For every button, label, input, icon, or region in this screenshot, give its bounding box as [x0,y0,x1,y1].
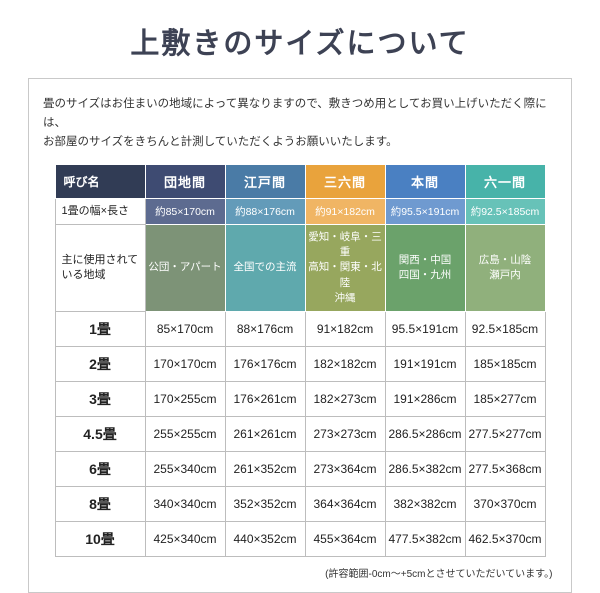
table-cell: 92.5×185cm [464,311,546,347]
region-row-label: 主に使用されている地域 [54,223,146,313]
size-row: 1畳の幅×長さ 約85×170cm 約88×176cm 約91×182cm 約9… [54,197,546,225]
column-header-honma: 本間 [384,163,466,199]
table-cell: 477.5×382cm [384,521,466,557]
table-cell: 185×277cm [464,381,546,417]
column-header-saburokuma: 三六間 [304,163,386,199]
region-cell: 全国での主流 [224,223,306,313]
header-row: 呼び名 団地間 江戸間 三六間 本間 六一間 [54,163,546,199]
table-cell: 255×255cm [144,416,226,452]
page-title: 上敷きのサイズについて [130,28,470,60]
table-cell: 455×364cm [304,521,386,557]
table-cell: 261×261cm [224,416,306,452]
table-cell: 185×185cm [464,346,546,382]
table-row: 1畳 85×170cm 88×176cm 91×182cm 95.5×191cm… [54,311,546,347]
table-row: 2畳 170×170cm 176×176cm 182×182cm 191×191… [54,346,546,382]
table-cell: 277.5×277cm [464,416,546,452]
table-cell: 382×382cm [384,486,466,522]
table-cell: 88×176cm [224,311,306,347]
region-cell: 愛知・岐阜・三重 高知・関東・北陸 沖縄 [304,223,386,313]
row-label: 4.5畳 [54,416,146,452]
table-cell: 286.5×286cm [384,416,466,452]
table-cell: 95.5×191cm [384,311,466,347]
table-cell: 462.5×370cm [464,521,546,557]
column-header-edoma: 江戸間 [224,163,306,199]
table-cell: 273×364cm [304,451,386,487]
row-label: 3畳 [54,381,146,417]
corner-header: 呼び名 [54,163,146,199]
table-cell: 170×255cm [144,381,226,417]
size-cell: 約91×182cm [304,197,386,225]
column-header-danchima: 団地間 [144,163,226,199]
region-cell: 公団・アパート [144,223,226,313]
table-cell: 176×261cm [224,381,306,417]
size-cell: 約95.5×191cm [384,197,466,225]
region-cell: 関西・中国 四国・九州 [384,223,466,313]
table-cell: 255×340cm [144,451,226,487]
intro-text: 畳のサイズはお住まいの地域によって異なりますので、敷きつめ用としてお買い上げいた… [43,98,547,148]
column-header-rokuichima: 六一間 [464,163,546,199]
table-row: 8畳 340×340cm 352×352cm 364×364cm 382×382… [54,486,546,522]
table-cell: 182×273cm [304,381,386,417]
table-cell: 170×170cm [144,346,226,382]
size-row-label: 1畳の幅×長さ [54,197,146,225]
table-cell: 352×352cm [224,486,306,522]
table-row: 3畳 170×255cm 176×261cm 182×273cm 191×286… [54,381,546,417]
region-cell: 広島・山陰 瀬戸内 [464,223,546,313]
table-cell: 277.5×368cm [464,451,546,487]
row-label: 1畳 [54,311,146,347]
table-row: 10畳 425×340cm 440×352cm 455×364cm 477.5×… [54,521,546,557]
table-cell: 370×370cm [464,486,546,522]
size-cell: 約88×176cm [224,197,306,225]
table-cell: 91×182cm [304,311,386,347]
table-row: 6畳 255×340cm 261×352cm 273×364cm 286.5×3… [54,451,546,487]
table-cell: 182×182cm [304,346,386,382]
table-cell: 364×364cm [304,486,386,522]
size-cell: 約92.5×185cm [464,197,546,225]
content-panel: 畳のサイズはお住まいの地域によって異なりますので、敷きつめ用としてお買い上げいた… [28,78,572,593]
table-cell: 340×340cm [144,486,226,522]
tatami-size-table: 呼び名 団地間 江戸間 三六間 本間 六一間 1畳の幅×長さ 約85×170cm… [54,163,546,557]
row-label: 6畳 [54,451,146,487]
table-cell: 191×191cm [384,346,466,382]
table-row: 4.5畳 255×255cm 261×261cm 273×273cm 286.5… [54,416,546,452]
row-label: 8畳 [54,486,146,522]
table-cell: 191×286cm [384,381,466,417]
row-label: 2畳 [54,346,146,382]
footnote: (許容範囲-0cm〜+5cmとさせていただいています。) [325,569,553,580]
table-cell: 261×352cm [224,451,306,487]
size-cell: 約85×170cm [144,197,226,225]
region-row: 主に使用されている地域 公団・アパート 全国での主流 愛知・岐阜・三重 高知・関… [54,223,546,313]
table-cell: 286.5×382cm [384,451,466,487]
row-label: 10畳 [54,521,146,557]
table-cell: 425×340cm [144,521,226,557]
table-cell: 176×176cm [224,346,306,382]
table-cell: 85×170cm [144,311,226,347]
table-cell: 273×273cm [304,416,386,452]
table-cell: 440×352cm [224,521,306,557]
